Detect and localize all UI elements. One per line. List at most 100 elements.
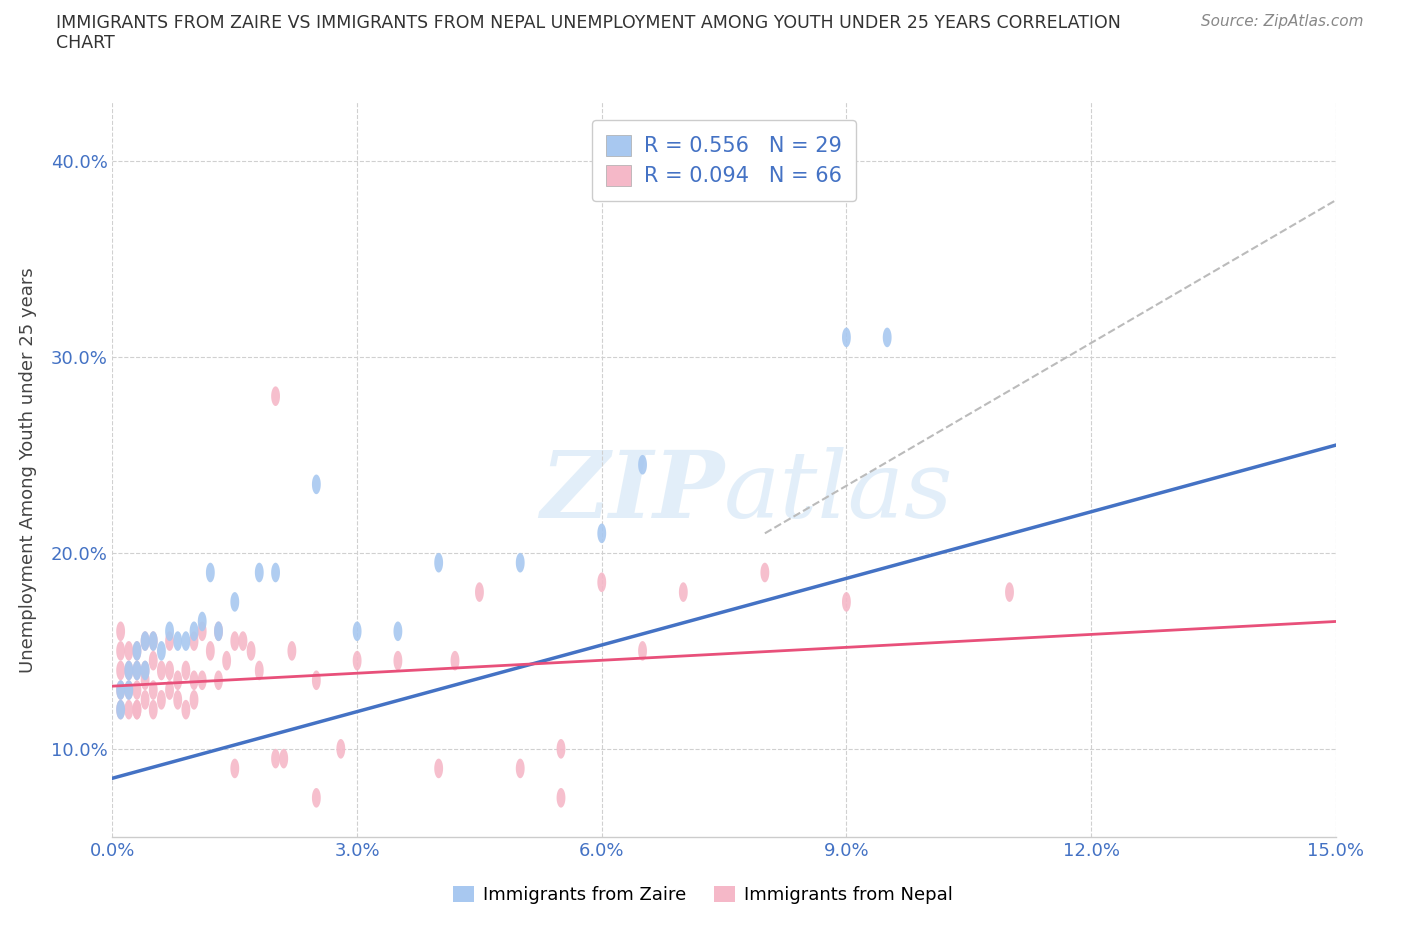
Text: Source: ZipAtlas.com: Source: ZipAtlas.com	[1201, 14, 1364, 29]
Point	[183, 624, 205, 639]
Point	[264, 751, 287, 766]
Point	[672, 585, 695, 600]
Point	[150, 644, 173, 658]
Point	[427, 761, 450, 776]
Point	[125, 644, 148, 658]
Point	[166, 633, 188, 648]
Point	[224, 594, 246, 609]
Point	[134, 663, 156, 678]
Point	[159, 683, 181, 698]
Point	[118, 683, 141, 698]
Point	[550, 741, 572, 756]
Point	[142, 702, 165, 717]
Point	[387, 624, 409, 639]
Point	[166, 693, 188, 708]
Point	[305, 672, 328, 687]
Point	[631, 458, 654, 472]
Point	[174, 633, 197, 648]
Point	[110, 624, 132, 639]
Point	[159, 663, 181, 678]
Point	[183, 633, 205, 648]
Legend: R = 0.556   N = 29, R = 0.094   N = 66: R = 0.556 N = 29, R = 0.094 N = 66	[592, 120, 856, 201]
Point	[264, 389, 287, 404]
Point	[110, 644, 132, 658]
Point	[125, 702, 148, 717]
Text: ZIP: ZIP	[540, 446, 724, 537]
Point	[329, 741, 352, 756]
Point	[174, 702, 197, 717]
Point	[110, 702, 132, 717]
Point	[191, 672, 214, 687]
Text: CHART: CHART	[56, 34, 115, 52]
Point	[264, 565, 287, 580]
Point	[631, 644, 654, 658]
Point	[134, 633, 156, 648]
Point	[207, 672, 229, 687]
Point	[166, 672, 188, 687]
Point	[876, 330, 898, 345]
Point	[591, 525, 613, 540]
Point	[247, 663, 270, 678]
Text: IMMIGRANTS FROM ZAIRE VS IMMIGRANTS FROM NEPAL UNEMPLOYMENT AMONG YOUTH UNDER 25: IMMIGRANTS FROM ZAIRE VS IMMIGRANTS FROM…	[56, 14, 1121, 32]
Point	[468, 585, 491, 600]
Point	[134, 672, 156, 687]
Point	[224, 761, 246, 776]
Point	[550, 790, 572, 805]
Point	[183, 672, 205, 687]
Point	[305, 790, 328, 805]
Point	[207, 624, 229, 639]
Point	[125, 663, 148, 678]
Y-axis label: Unemployment Among Youth under 25 years: Unemployment Among Youth under 25 years	[18, 267, 37, 672]
Point	[118, 663, 141, 678]
Point	[387, 653, 409, 668]
Point	[125, 644, 148, 658]
Point	[110, 663, 132, 678]
Point	[444, 653, 467, 668]
Point	[174, 663, 197, 678]
Point	[125, 702, 148, 717]
Point	[150, 693, 173, 708]
Point	[427, 555, 450, 570]
Point	[215, 653, 238, 668]
Point	[835, 330, 858, 345]
Point	[183, 693, 205, 708]
Point	[118, 702, 141, 717]
Point	[281, 644, 304, 658]
Point	[509, 555, 531, 570]
Point	[200, 565, 222, 580]
Point	[118, 663, 141, 678]
Point	[134, 663, 156, 678]
Point	[224, 633, 246, 648]
Legend: Immigrants from Zaire, Immigrants from Nepal: Immigrants from Zaire, Immigrants from N…	[446, 879, 960, 911]
Point	[247, 565, 270, 580]
Point	[191, 614, 214, 629]
Point	[159, 633, 181, 648]
Point	[232, 633, 254, 648]
Point	[240, 644, 263, 658]
Point	[346, 653, 368, 668]
Point	[125, 663, 148, 678]
Point	[509, 761, 531, 776]
Point	[125, 683, 148, 698]
Point	[191, 624, 214, 639]
Point	[200, 644, 222, 658]
Point	[110, 683, 132, 698]
Point	[118, 683, 141, 698]
Point	[142, 633, 165, 648]
Point	[142, 633, 165, 648]
Point	[305, 477, 328, 492]
Point	[134, 693, 156, 708]
Point	[591, 575, 613, 590]
Point	[150, 663, 173, 678]
Point	[142, 683, 165, 698]
Point	[159, 624, 181, 639]
Point	[835, 594, 858, 609]
Point	[110, 683, 132, 698]
Point	[142, 653, 165, 668]
Point	[207, 624, 229, 639]
Point	[273, 751, 295, 766]
Point	[998, 585, 1021, 600]
Point	[118, 644, 141, 658]
Point	[754, 565, 776, 580]
Point	[110, 702, 132, 717]
